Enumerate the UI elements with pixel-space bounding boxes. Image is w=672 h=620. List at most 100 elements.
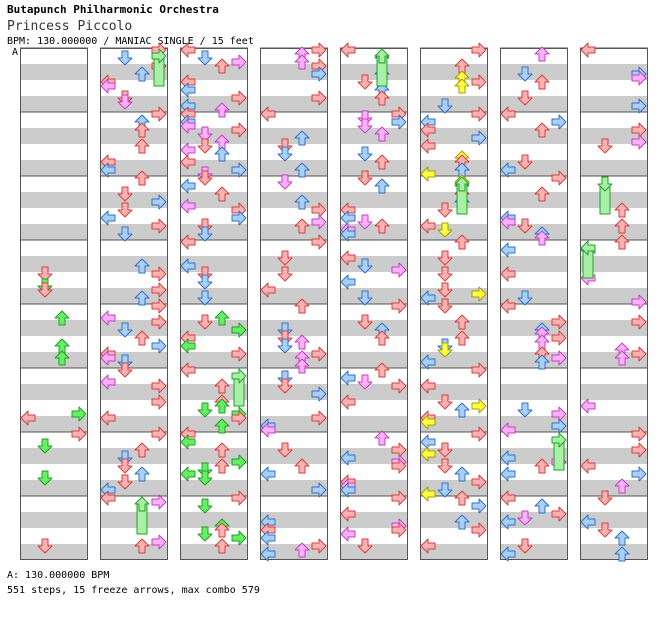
step-arrow	[260, 422, 276, 438]
step-arrow	[340, 250, 356, 266]
beat-stripe	[580, 64, 648, 80]
step-arrow	[437, 266, 453, 282]
step-arrow	[471, 286, 487, 302]
freeze-arrow-head	[580, 240, 596, 256]
beat-stripe	[340, 256, 408, 272]
step-arrow	[231, 122, 247, 138]
step-arrow	[294, 194, 310, 210]
beat-stripe	[100, 448, 168, 464]
step-arrow	[294, 130, 310, 146]
step-arrow	[500, 422, 516, 438]
step-arrow	[151, 298, 167, 314]
beat-stripe	[580, 448, 648, 464]
step-arrow	[340, 450, 356, 466]
step-arrow	[420, 378, 436, 394]
bpm-marker: A	[12, 47, 19, 58]
column-frame	[580, 48, 648, 560]
step-arrow	[214, 146, 230, 162]
column-1-notes	[20, 266, 87, 554]
step-arrow	[117, 226, 133, 242]
step-arrow	[71, 426, 87, 442]
column-frame	[20, 48, 88, 560]
step-arrow	[231, 454, 247, 470]
freeze-arrow-head	[151, 48, 167, 64]
step-arrow	[260, 106, 276, 122]
beat-stripe	[500, 416, 568, 432]
beat-stripe	[500, 480, 568, 496]
step-arrow	[471, 522, 487, 538]
step-arrow	[614, 530, 630, 546]
column-3-notes	[180, 42, 247, 554]
beat-stripe	[180, 224, 248, 240]
step-arrow	[100, 410, 116, 426]
step-arrow	[260, 282, 276, 298]
column-8-notes	[580, 42, 647, 562]
step-arrow	[437, 222, 453, 238]
step-arrow	[277, 146, 293, 162]
beat-stripe	[100, 192, 168, 208]
beat-stripe	[500, 192, 568, 208]
chart-stats: 551 steps, 15 freeze arrows, max combo 5…	[7, 585, 260, 596]
step-arrow	[631, 314, 647, 330]
step-arrow	[197, 50, 213, 66]
beat-stripe	[420, 320, 488, 336]
beat-stripe	[260, 224, 328, 240]
step-arrow	[134, 330, 150, 346]
step-arrow	[311, 410, 327, 426]
step-arrow	[391, 262, 407, 278]
step-arrow	[454, 330, 470, 346]
beat-stripe	[100, 128, 168, 144]
beat-stripe	[180, 480, 248, 496]
step-arrow	[454, 466, 470, 482]
beat-stripe	[340, 512, 408, 528]
beat-stripe	[340, 352, 408, 368]
step-arrow	[631, 442, 647, 458]
step-arrow	[197, 526, 213, 542]
column-frame	[100, 48, 168, 560]
step-arrow	[374, 154, 390, 170]
beat-stripe	[340, 192, 408, 208]
step-arrow	[134, 466, 150, 482]
step-arrow	[374, 330, 390, 346]
step-arrow	[311, 42, 327, 58]
beat-stripe	[260, 160, 328, 176]
beat-stripe	[580, 480, 648, 496]
step-arrow	[277, 266, 293, 282]
step-arrow	[134, 66, 150, 82]
beat-stripe	[580, 320, 648, 336]
step-arrow	[500, 266, 516, 282]
step-arrow	[454, 234, 470, 250]
step-arrow	[37, 538, 53, 554]
beat-stripe	[100, 288, 168, 304]
beat-stripe	[20, 64, 88, 80]
beat-stripe	[260, 512, 328, 528]
step-arrow	[391, 298, 407, 314]
beat-stripe	[500, 256, 568, 272]
step-arrow	[614, 234, 630, 250]
step-arrow	[214, 458, 230, 474]
step-arrow	[180, 362, 196, 378]
step-arrow	[631, 466, 647, 482]
step-arrow	[180, 154, 196, 170]
step-arrow	[117, 202, 133, 218]
step-arrow	[374, 430, 390, 446]
column-frame	[260, 48, 328, 560]
beat-stripe	[340, 96, 408, 112]
step-arrow	[340, 482, 356, 498]
step-arrow	[54, 310, 70, 326]
beat-stripe	[340, 448, 408, 464]
beat-stripe	[20, 320, 88, 336]
step-arrow	[597, 138, 613, 154]
beat-stripe	[100, 544, 168, 560]
beat-stripe	[580, 512, 648, 528]
step-arrow	[134, 538, 150, 554]
beat-stripe	[500, 448, 568, 464]
step-arrow	[117, 362, 133, 378]
step-arrow	[37, 438, 53, 454]
step-arrow	[631, 294, 647, 310]
beat-stripe	[500, 160, 568, 176]
step-arrow	[454, 314, 470, 330]
beat-stripe	[20, 512, 88, 528]
column-frame	[180, 48, 248, 560]
step-arrow	[454, 514, 470, 530]
